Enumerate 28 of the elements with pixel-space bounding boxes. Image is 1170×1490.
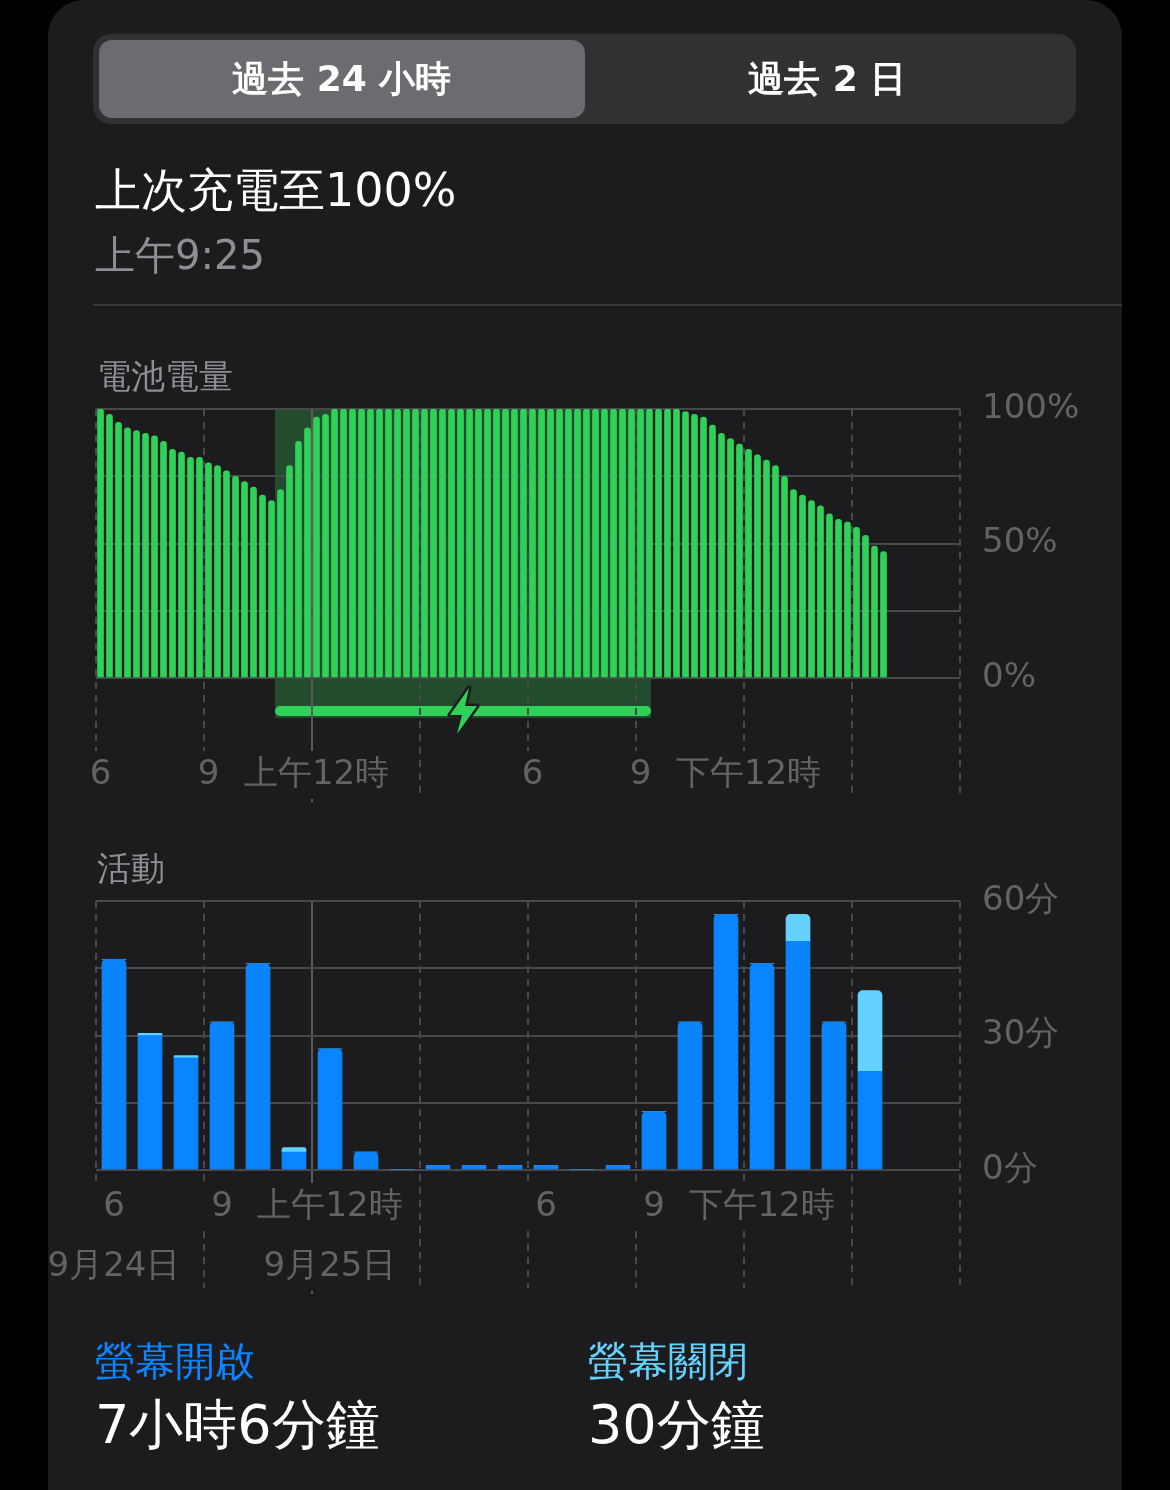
x-tick-label: 9 bbox=[643, 1183, 665, 1224]
text: 螢幕開啟 bbox=[95, 1338, 255, 1384]
text: 7小時6分鐘 bbox=[95, 1393, 380, 1456]
x-tick-label: 下午12時 bbox=[675, 751, 822, 792]
x-tick-label: 上午12時 9月25日 bbox=[257, 1183, 403, 1284]
y-tick-label: 0分 bbox=[982, 1146, 1038, 1187]
text: 上次充電至100% bbox=[95, 163, 457, 217]
y-tick-label: 0% bbox=[982, 654, 1036, 695]
x-tick-label: 6 bbox=[535, 1183, 557, 1224]
y-tick-label: 30分 bbox=[982, 1012, 1060, 1053]
segmented-control: 過去 24 小時 過去 2 日 bbox=[93, 34, 1076, 124]
text: 螢幕關閉 bbox=[588, 1338, 748, 1384]
y-tick-label: 100% bbox=[982, 385, 1080, 426]
chart-title: 活動 bbox=[97, 848, 165, 888]
y-tick-label: 60分 bbox=[982, 877, 1060, 918]
x-tick-label: 9 bbox=[197, 751, 220, 792]
x-tick-label: 9 bbox=[629, 751, 652, 792]
x-tick-label: 上午12時 bbox=[243, 751, 390, 792]
y-tick-label: 50% bbox=[982, 520, 1058, 561]
x-tick-label: 6 bbox=[89, 751, 112, 792]
x-tick-label: 9 bbox=[211, 1183, 233, 1224]
x-tick-label: 下午12時 bbox=[689, 1183, 835, 1224]
text: 30分鐘 bbox=[588, 1393, 765, 1456]
selected-tab: 過去 24 小時 bbox=[99, 40, 585, 118]
x-tick-label: 6 9月24日 bbox=[47, 1183, 181, 1284]
x-tick-label: 6 bbox=[521, 751, 544, 792]
text: 上午9:25 bbox=[95, 231, 265, 279]
chart-title: 電池電量 bbox=[97, 356, 233, 396]
